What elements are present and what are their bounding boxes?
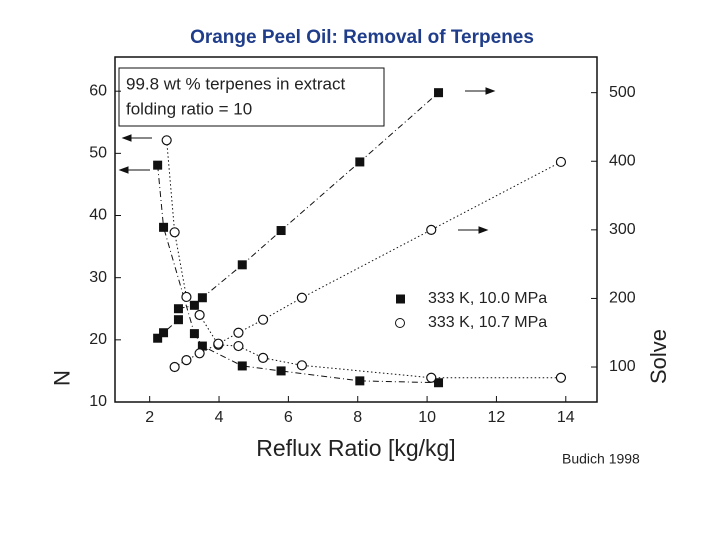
- marker: [276, 366, 286, 376]
- y2-tick-label: 200: [609, 290, 636, 307]
- y2-tick-label: 300: [609, 221, 636, 238]
- marker: [237, 260, 247, 270]
- annotation-box: [118, 67, 385, 127]
- marker: [159, 328, 169, 338]
- series-line: [166, 140, 561, 379]
- axis-arrows: [118, 87, 496, 234]
- marker: [169, 361, 180, 373]
- x-tick-label: 2: [145, 409, 154, 426]
- legend-label: 333 K, 10.0 MPa: [428, 290, 547, 307]
- marker: [434, 378, 444, 388]
- marker: [355, 376, 365, 386]
- marker: [169, 227, 180, 238]
- marker: [153, 160, 163, 170]
- marker: [197, 341, 207, 351]
- marker: [197, 293, 207, 303]
- marker: [555, 156, 567, 168]
- y-tick-label: 40: [89, 207, 107, 224]
- marker: [296, 360, 308, 371]
- annotation: 99.8 wt % terpenes in extract: [126, 74, 346, 93]
- annotation: folding ratio = 10: [126, 99, 252, 118]
- legend-marker: [396, 294, 405, 304]
- marker: [194, 348, 205, 359]
- marker: [426, 372, 437, 383]
- marker: [257, 314, 269, 325]
- y2-tick-label: 400: [609, 152, 636, 169]
- marker: [276, 226, 286, 236]
- y2-axis-label: Solve: [646, 329, 671, 384]
- y2-tick-label: 100: [609, 358, 636, 375]
- y2-tick-label: 500: [609, 84, 636, 101]
- marker: [237, 361, 247, 371]
- y-tick-label: 50: [89, 145, 107, 162]
- marker: [189, 329, 199, 339]
- marker: [181, 291, 192, 303]
- y-tick-label: 60: [89, 82, 107, 99]
- x-tick-label: 8: [353, 409, 362, 426]
- x-tick-label: 6: [284, 409, 293, 426]
- marker: [434, 88, 444, 98]
- marker: [173, 315, 183, 325]
- marker: [153, 333, 163, 343]
- marker: [233, 327, 244, 338]
- marker: [173, 304, 183, 314]
- series-line: [157, 165, 439, 384]
- marker: [426, 224, 437, 235]
- legend-marker: [395, 318, 405, 328]
- chart-title: Orange Peel Oil: Removal of Terpenes: [190, 27, 534, 48]
- marker: [161, 135, 172, 146]
- x-tick-label: 10: [418, 409, 436, 426]
- x-axis-label: Reflux Ratio [kg/kg]: [256, 435, 455, 461]
- y-tick-label: 30: [89, 269, 107, 286]
- x-tick-label: 14: [557, 409, 575, 426]
- marker: [194, 309, 205, 321]
- marker: [233, 340, 244, 352]
- marker: [355, 157, 365, 167]
- marker: [181, 355, 192, 366]
- y-axis-label: N: [49, 370, 74, 386]
- legend-box: [385, 283, 575, 338]
- marker: [189, 300, 199, 310]
- x-tick-label: 12: [488, 409, 506, 426]
- series-line: [157, 92, 439, 339]
- credit: Budich 1998: [562, 451, 640, 467]
- marker: [257, 352, 269, 363]
- marker: [159, 222, 169, 232]
- marker: [555, 372, 567, 383]
- legend-label: 333 K, 10.7 MPa: [428, 314, 547, 331]
- marker: [296, 292, 308, 303]
- y-tick-label: 20: [89, 331, 107, 348]
- y-tick-label: 10: [89, 393, 107, 410]
- marker: [213, 338, 224, 349]
- x-tick-label: 4: [215, 409, 224, 426]
